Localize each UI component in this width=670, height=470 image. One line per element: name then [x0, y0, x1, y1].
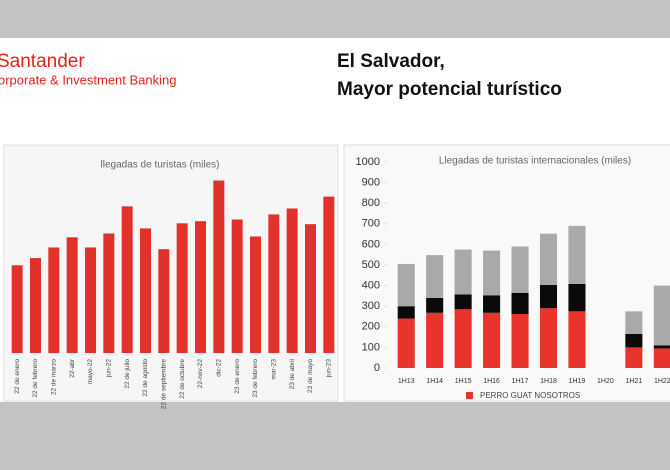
bar [121, 206, 133, 353]
bar [397, 263, 415, 307]
bar [625, 347, 643, 368]
x-tick-label: 22 de febrero [32, 359, 39, 398]
x-tick-label: 1H20 [597, 378, 614, 385]
x-tick-label: 1H13 [398, 378, 415, 385]
x-tick-label: 22 de octubre [179, 359, 186, 399]
bar [305, 224, 316, 353]
x-tick-label: mayo-22 [87, 359, 94, 385]
bar [568, 225, 586, 284]
bar [653, 345, 670, 349]
x-tick-label: 23 de enero [234, 359, 241, 394]
bar [653, 285, 670, 346]
x-tick-label: 22-nov-22 [197, 359, 204, 389]
bar [11, 265, 23, 353]
x-tick-label: 1H17 [512, 378, 529, 385]
bar [454, 294, 472, 310]
bar [323, 196, 335, 353]
x-tick-label: 1H16 [483, 378, 500, 385]
y-tick-label: 800 [362, 197, 380, 209]
slide-title: El Salvador, [337, 51, 445, 72]
x-tick-label: jun-23 [326, 359, 333, 378]
bar [483, 295, 501, 313]
bar [625, 334, 643, 348]
x-tick-label: dic-22 [216, 359, 223, 377]
x-tick-label: mar-23 [271, 359, 278, 380]
bar [426, 255, 444, 298]
bar [625, 311, 643, 335]
bar [140, 228, 151, 353]
chart-title: llegadas de turistas (miles) [101, 160, 220, 171]
chart-title: Llegadas de turistas internacionales (mi… [439, 156, 631, 167]
slide-title: Mayor potencial turístico [337, 79, 562, 100]
x-tick-label: 1H14 [426, 378, 443, 385]
bar [511, 292, 529, 315]
bar [48, 247, 60, 353]
x-tick-label: 22 de septiembre [161, 359, 168, 410]
division: orporate & Investment Banking [0, 72, 177, 87]
x-tick-label: 22 de marzo [51, 359, 58, 396]
bar [103, 233, 115, 353]
bar [568, 283, 586, 312]
x-tick-label: 1H21 [625, 378, 642, 385]
x-tick-label: 22 de agosto [142, 359, 149, 397]
x-tick-label: 23 de mayo [307, 359, 314, 393]
bar [483, 312, 501, 368]
bar [195, 221, 206, 353]
y-tick-label: 900 [362, 177, 380, 189]
bar [176, 223, 188, 353]
bar [511, 314, 529, 368]
bar [568, 311, 586, 368]
y-tick-label: 200 [362, 321, 380, 333]
x-tick-label: 22-abr [69, 358, 76, 378]
bar [426, 297, 444, 313]
y-tick-label: 500 [362, 259, 380, 271]
bar [286, 208, 298, 353]
bar [539, 284, 558, 309]
bar [511, 246, 529, 293]
x-tick-label: 1H15 [455, 378, 472, 385]
y-tick-label: 0 [374, 362, 380, 374]
x-tick-label: 23 de abril [289, 358, 296, 389]
y-tick-label: 300 [362, 300, 380, 312]
x-tick-label: 1H19 [569, 378, 586, 385]
bar [250, 236, 261, 353]
bar [231, 219, 243, 353]
right-panel [343, 144, 670, 402]
bar [454, 309, 472, 368]
bar [213, 180, 225, 353]
y-tick-label: 1000 [356, 156, 380, 168]
y-tick-label: 100 [362, 341, 380, 353]
x-tick-label: 23 de febrero [252, 359, 259, 398]
x-tick-label: 22 de enero [14, 359, 21, 394]
legend-swatch [466, 392, 473, 399]
y-tick-label: 700 [362, 218, 380, 230]
left-panel [3, 144, 339, 402]
bar [397, 318, 415, 368]
bar [426, 312, 444, 368]
bar [397, 306, 415, 319]
x-tick-label: 1H18 [540, 378, 557, 385]
bar [539, 233, 558, 285]
x-tick-label: 22 de julio [124, 359, 131, 389]
bar [158, 249, 170, 353]
bar [483, 250, 501, 296]
y-tick-label: 400 [362, 280, 380, 292]
bar [268, 214, 280, 353]
bar [66, 237, 78, 353]
y-tick-label: 600 [362, 238, 380, 250]
bar [454, 249, 472, 295]
x-tick-label: jun-22 [106, 359, 113, 378]
x-tick-label: 1H22 [654, 378, 670, 385]
brand: Santander [0, 51, 85, 72]
bar [30, 258, 41, 353]
bar [653, 348, 670, 368]
bar [85, 247, 96, 353]
bar [539, 308, 558, 368]
legend-label: PERRO GUAT NOSOTROS [480, 391, 580, 400]
